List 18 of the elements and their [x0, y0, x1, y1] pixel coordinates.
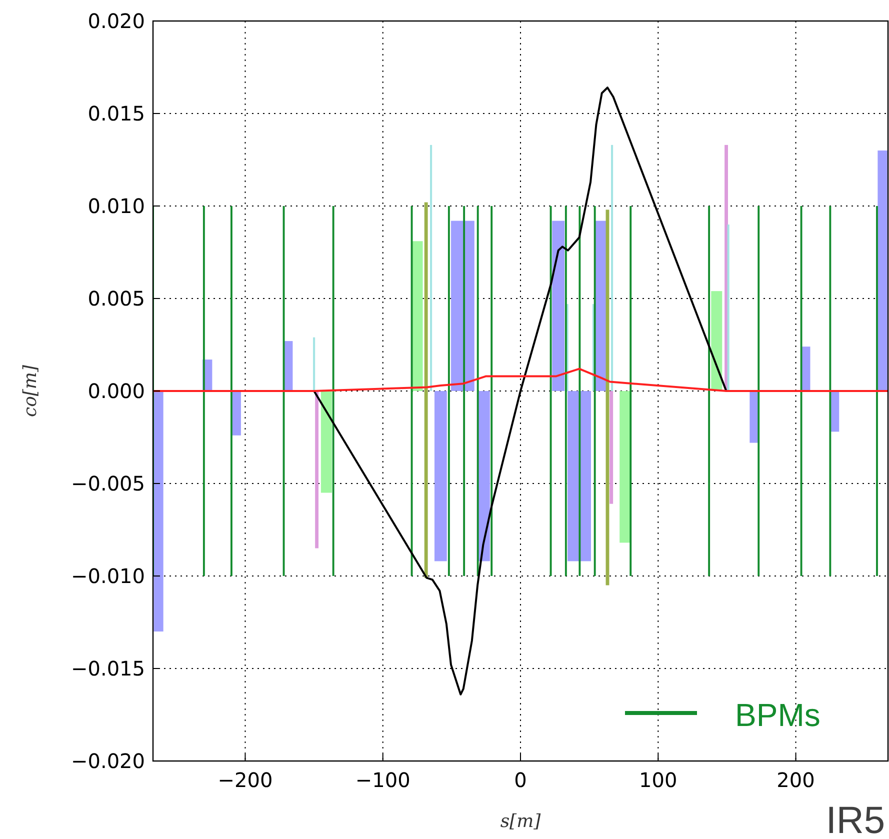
y-tick-label: 0.020: [88, 9, 145, 33]
y-tick-label: −0.005: [70, 472, 145, 496]
y-tick-label: 0.000: [88, 379, 145, 403]
x-axis-title: s[m]: [500, 811, 542, 832]
y-tick-label: 0.005: [88, 286, 145, 310]
y-tick-label: −0.010: [70, 564, 145, 588]
x-tick-label: 0: [514, 768, 527, 792]
x-tick-label: −100: [355, 768, 410, 792]
y-tick-label: 0.010: [88, 194, 145, 218]
legend-label: BPMs: [735, 697, 820, 733]
y-tick-label: −0.020: [70, 749, 145, 773]
y-axis-title: co[m]: [20, 364, 41, 418]
y-tick-label: 0.015: [88, 102, 145, 126]
y-tick-label: −0.015: [70, 656, 145, 680]
text: IR5: [826, 800, 885, 839]
x-tick-label: 200: [776, 768, 815, 792]
x-tick-label: −200: [218, 768, 273, 792]
x-tick-label: 100: [639, 768, 678, 792]
